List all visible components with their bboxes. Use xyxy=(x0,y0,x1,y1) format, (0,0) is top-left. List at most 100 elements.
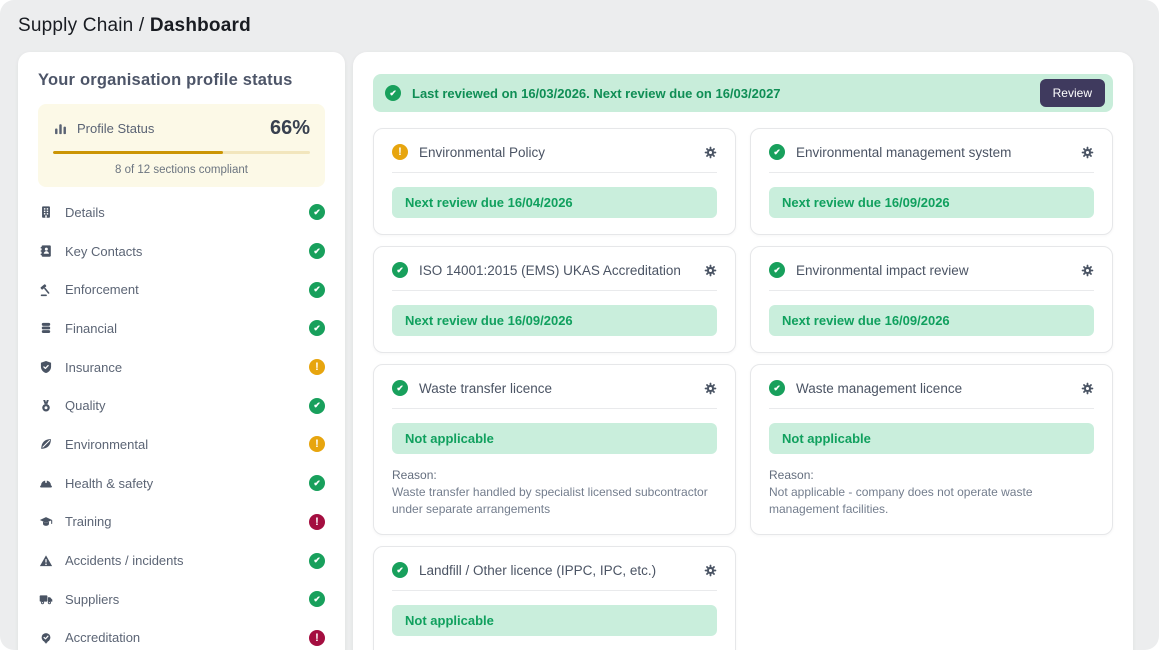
status-icon xyxy=(392,144,408,160)
profile-progress-fill xyxy=(53,151,223,154)
status-icon xyxy=(769,380,785,396)
profile-status-label: Profile Status xyxy=(77,121,155,136)
card-title: Environmental impact review xyxy=(796,262,969,278)
sidebar-item-label: Quality xyxy=(65,398,106,414)
gear-icon[interactable] xyxy=(704,146,717,159)
status-icon xyxy=(309,629,325,646)
warning-triangle-icon xyxy=(38,554,54,568)
reason-block: Reason: Not applicable - company does no… xyxy=(769,467,1094,518)
card-title: Environmental Policy xyxy=(419,144,546,160)
sidebar-item-label: Insurance xyxy=(65,359,123,375)
hard-hat-icon xyxy=(38,476,54,490)
status-icon xyxy=(769,262,785,278)
review-due-pill: Next review due 16/09/2026 xyxy=(392,305,717,336)
card-title: Environmental management system xyxy=(796,144,1012,160)
gear-icon[interactable] xyxy=(1081,146,1094,159)
review-banner-text: Last reviewed on 16/03/2026. Next review… xyxy=(412,85,781,101)
sidebar-item-health-safety[interactable]: Health & safety xyxy=(38,464,325,503)
sidebar-item-label: Financial xyxy=(65,320,118,336)
status-icon xyxy=(309,281,325,298)
breadcrumb: Supply Chain / Dashboard xyxy=(18,15,251,37)
sidebar-item-details[interactable]: Details xyxy=(38,193,325,232)
medal-icon xyxy=(38,399,54,413)
sidebar-item-quality[interactable]: Quality xyxy=(38,386,325,425)
not-applicable-pill: Not applicable xyxy=(769,423,1094,454)
status-icon xyxy=(309,397,325,414)
sidebar-item-label: Key Contacts xyxy=(65,243,143,259)
card-environmental-policy: Environmental Policy Next review due 16/… xyxy=(373,128,736,235)
truck-icon xyxy=(38,592,54,606)
reason-label: Reason: xyxy=(769,468,814,482)
sidebar-item-label: Health & safety xyxy=(65,475,154,491)
profile-sections-list: Details Key Contacts Enforcement Financi… xyxy=(38,193,325,650)
card-title: ISO 14001:2015 (EMS) UKAS Accreditation xyxy=(419,262,681,278)
breadcrumb-section[interactable]: Supply Chain / xyxy=(18,15,145,36)
profile-status-percent: 66% xyxy=(269,117,310,139)
profile-progress-bar xyxy=(53,151,310,154)
review-button[interactable]: Review xyxy=(1039,79,1105,107)
sidebar-item-label: Enforcement xyxy=(65,282,139,298)
coins-icon xyxy=(38,321,54,335)
status-icon xyxy=(309,552,325,569)
not-applicable-pill: Not applicable xyxy=(392,605,717,637)
sidebar-item-suppliers[interactable]: Suppliers xyxy=(38,580,325,619)
sidebar-item-accidents-incidents[interactable]: Accidents / incidents xyxy=(38,541,325,580)
sidebar-item-label: Training xyxy=(65,514,112,530)
status-icon xyxy=(309,475,325,492)
profile-status-card: Profile Status 66% 8 of 12 sections comp… xyxy=(38,104,325,187)
gear-icon[interactable] xyxy=(704,382,717,395)
gear-icon[interactable] xyxy=(1081,264,1094,277)
review-banner: Last reviewed on 16/03/2026. Next review… xyxy=(373,74,1113,112)
sidebar-item-label: Details xyxy=(65,204,105,220)
review-due-pill: Next review due 16/09/2026 xyxy=(769,187,1094,218)
leaf-icon xyxy=(38,437,54,451)
sidebar-item-environmental[interactable]: Environmental xyxy=(38,425,325,464)
status-icon xyxy=(309,436,325,453)
reason-text: Waste transfer handled by specialist lic… xyxy=(392,485,708,517)
status-icon xyxy=(309,513,325,530)
sidebar-item-label: Environmental xyxy=(65,436,149,452)
bar-chart-icon xyxy=(53,121,68,136)
card-environmental-management-system: Environmental management system Next rev… xyxy=(750,128,1113,235)
review-due-pill: Next review due 16/09/2026 xyxy=(769,305,1094,336)
sidebar-item-label: Suppliers xyxy=(65,591,120,607)
reason-block: Reason: Waste transfer handled by specia… xyxy=(392,467,717,518)
status-icon xyxy=(309,204,325,221)
card-title: Waste transfer licence xyxy=(419,380,553,396)
contacts-book-icon xyxy=(38,244,54,258)
status-icon xyxy=(392,562,408,579)
card-title: Waste management licence xyxy=(796,380,963,396)
shield-icon xyxy=(38,360,54,374)
reason-text: Not applicable - company does not operat… xyxy=(769,485,1033,517)
profile-status-summary: 8 of 12 sections compliant xyxy=(115,164,248,176)
graduation-cap-icon xyxy=(38,515,54,529)
reason-label: Reason: xyxy=(392,468,437,482)
status-icon xyxy=(769,144,785,160)
profile-status-panel: Your organisation profile status Profile… xyxy=(18,52,345,650)
review-due-pill: Next review due 16/04/2026 xyxy=(392,187,717,218)
sidebar-item-key-contacts[interactable]: Key Contacts xyxy=(38,232,325,271)
building-icon xyxy=(38,205,54,219)
status-icon xyxy=(309,243,325,260)
status-icon xyxy=(392,380,408,396)
status-icon xyxy=(309,591,325,608)
sidebar-item-insurance[interactable]: Insurance xyxy=(38,348,325,387)
breadcrumb-current: Dashboard xyxy=(149,15,251,36)
sidebar-item-label: Accreditation xyxy=(65,630,141,646)
gear-icon[interactable] xyxy=(704,264,717,277)
not-applicable-pill: Not applicable xyxy=(392,423,717,454)
sidebar-item-training[interactable]: Training xyxy=(38,503,325,542)
card-landfill-other-licence: Landfill / Other licence (IPPC, IPC, etc… xyxy=(373,546,736,650)
sidebar-title: Your organisation profile status xyxy=(38,71,293,89)
check-circle-icon xyxy=(385,85,401,101)
sidebar-item-enforcement[interactable]: Enforcement xyxy=(38,270,325,309)
sidebar-item-financial[interactable]: Financial xyxy=(38,309,325,348)
gear-icon[interactable] xyxy=(1081,382,1094,395)
gavel-icon xyxy=(38,283,54,297)
sidebar-item-accreditation[interactable]: Accreditation xyxy=(38,619,325,650)
card-environmental-impact-review: Environmental impact review Next review … xyxy=(750,246,1113,353)
gear-icon[interactable] xyxy=(704,564,717,577)
card-waste-transfer-licence: Waste transfer licence Not applicable Re… xyxy=(373,364,736,536)
sidebar-item-label: Accidents / incidents xyxy=(65,553,184,569)
